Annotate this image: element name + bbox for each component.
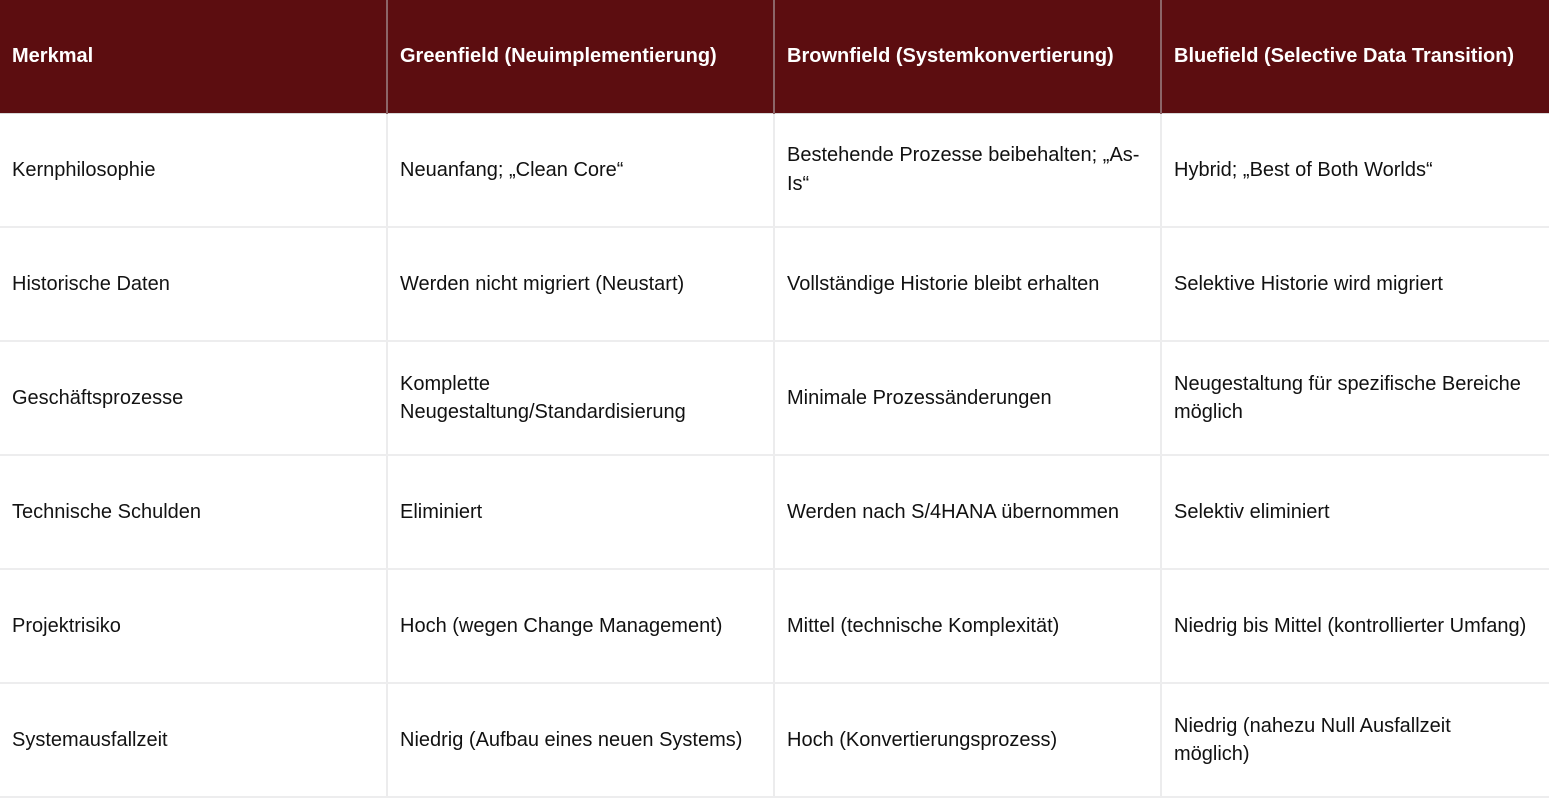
cell-text: Kernphilosophie (12, 158, 156, 181)
cell-greenfield: Komplette Neugestaltung/Standardisierung (387, 341, 775, 456)
cell-greenfield: Niedrig (Aufbau eines neuen Systems) (387, 683, 775, 798)
cell-text: Technische Schulden (12, 500, 202, 523)
cell-bluefield: Neugestaltung für spezifische Bereiche m… (1161, 341, 1549, 456)
cell-merkmal: Technische Schulden (0, 455, 388, 570)
cell-text: Hoch (Konvertierungsprozess) (787, 728, 1058, 751)
cell-text: Neugestaltung für spezifische Bereiche m… (1174, 372, 1521, 423)
table-header-row: Merkmal Greenfield (Neuimplementierung) … (0, 0, 1549, 114)
cell-brownfield: Werden nach S/4HANA übernommen (774, 455, 1162, 570)
cell-bluefield: Niedrig (nahezu Null Ausfallzeit möglich… (1161, 683, 1549, 798)
cell-text: Eliminiert (400, 500, 483, 523)
cell-text: Vollständige Historie bleibt erhalten (787, 272, 1100, 295)
cell-brownfield: Hoch (Konvertierungsprozess) (774, 683, 1162, 798)
column-header-bluefield: Bluefield (Selective Data Transition) (1161, 0, 1549, 114)
cell-greenfield: Neuanfang; „Clean Core“ (387, 113, 775, 228)
cell-bluefield: Hybrid; „Best of Both Worlds“ (1161, 113, 1549, 228)
cell-merkmal: Geschäftsprozesse (0, 341, 388, 456)
cell-text: Selektiv eliminiert (1174, 500, 1330, 523)
cell-merkmal: Historische Daten (0, 227, 388, 342)
cell-text: Werden nach S/4HANA übernommen (787, 500, 1120, 523)
table-row: Technische Schulden Eliminiert Werden na… (0, 455, 1549, 570)
table-row: Kernphilosophie Neuanfang; „Clean Core“ … (0, 113, 1549, 228)
cell-bluefield: Niedrig bis Mittel (kontrollierter Umfan… (1161, 569, 1549, 684)
cell-text: Werden nicht migriert (Neustart) (400, 272, 685, 295)
table-row: Projektrisiko Hoch (wegen Change Managem… (0, 569, 1549, 684)
cell-text: Hoch (wegen Change Management) (400, 614, 723, 637)
cell-greenfield: Eliminiert (387, 455, 775, 570)
table-row: Systemausfallzeit Niedrig (Aufbau eines … (0, 683, 1549, 798)
cell-text: Niedrig bis Mittel (kontrollierter Umfan… (1174, 614, 1527, 637)
cell-text: Projektrisiko (12, 614, 121, 637)
cell-greenfield: Werden nicht migriert (Neustart) (387, 227, 775, 342)
cell-text: Historische Daten (12, 272, 170, 295)
cell-text: Neuanfang; „Clean Core“ (400, 158, 624, 181)
cell-text: Niedrig (Aufbau eines neuen Systems) (400, 728, 743, 751)
cell-text: Niedrig (nahezu Null Ausfallzeit möglich… (1174, 714, 1451, 765)
cell-brownfield: Bestehende Prozesse beibehalten; „As-Is“ (774, 113, 1162, 228)
table-body: Kernphilosophie Neuanfang; „Clean Core“ … (0, 113, 1549, 798)
column-header-label: Brownfield (Systemkonvertierung) (787, 44, 1114, 67)
cell-merkmal: Systemausfallzeit (0, 683, 388, 798)
cell-text: Mittel (technische Komplexität) (787, 614, 1060, 637)
column-header-label: Bluefield (Selective Data Transition) (1174, 44, 1515, 67)
table-header: Merkmal Greenfield (Neuimplementierung) … (0, 0, 1549, 114)
cell-text: Systemausfallzeit (12, 728, 168, 751)
cell-text: Geschäftsprozesse (12, 386, 184, 409)
column-header-greenfield: Greenfield (Neuimplementierung) (387, 0, 775, 114)
column-header-label: Greenfield (Neuimplementierung) (400, 44, 717, 67)
cell-greenfield: Hoch (wegen Change Management) (387, 569, 775, 684)
cell-brownfield: Minimale Prozessänderungen (774, 341, 1162, 456)
cell-text: Minimale Prozessänderungen (787, 386, 1052, 409)
column-header-merkmal: Merkmal (0, 0, 388, 114)
column-header-brownfield: Brownfield (Systemkonvertierung) (774, 0, 1162, 114)
cell-text: Selektive Historie wird migriert (1174, 272, 1443, 295)
cell-merkmal: Projektrisiko (0, 569, 388, 684)
cell-merkmal: Kernphilosophie (0, 113, 388, 228)
cell-bluefield: Selektiv eliminiert (1161, 455, 1549, 570)
cell-text: Bestehende Prozesse beibehalten; „As-Is“ (787, 144, 1140, 195)
cell-bluefield: Selektive Historie wird migriert (1161, 227, 1549, 342)
cell-text: Hybrid; „Best of Both Worlds“ (1174, 158, 1433, 181)
cell-brownfield: Vollständige Historie bleibt erhalten (774, 227, 1162, 342)
column-header-label: Merkmal (12, 44, 94, 67)
cell-text: Komplette Neugestaltung/Standardisierung (400, 372, 686, 423)
table-row: Historische Daten Werden nicht migriert … (0, 227, 1549, 342)
table-row: Geschäftsprozesse Komplette Neugestaltun… (0, 341, 1549, 456)
cell-brownfield: Mittel (technische Komplexität) (774, 569, 1162, 684)
